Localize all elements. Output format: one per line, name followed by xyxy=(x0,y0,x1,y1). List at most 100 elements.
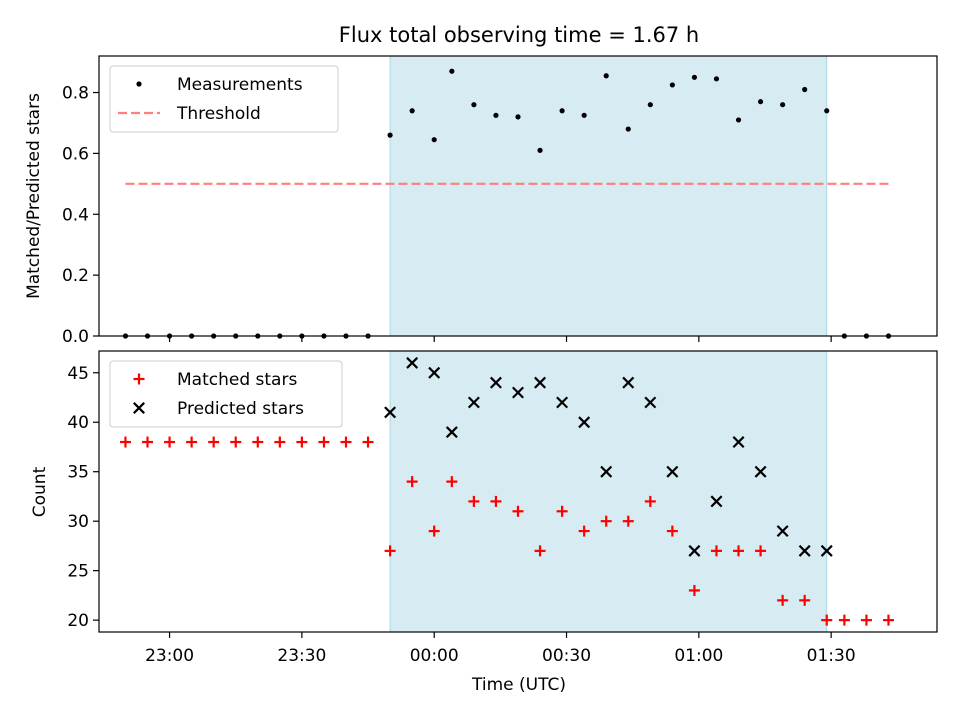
matched-point xyxy=(777,594,789,606)
top-ylabel: Matched/Predicted stars xyxy=(24,93,44,299)
matched-point xyxy=(230,436,242,448)
matched-point xyxy=(318,436,330,448)
figure-title: Flux total observing time = 1.67 h xyxy=(339,23,699,47)
measurement-point xyxy=(757,99,764,105)
x-axis-label: Time (UTC) xyxy=(471,675,566,695)
xtick-label: 00:30 xyxy=(542,646,591,666)
legend-predicted-marker xyxy=(133,402,145,414)
xtick-label: 01:30 xyxy=(807,646,856,666)
measurement-point xyxy=(802,86,808,93)
measurement-point xyxy=(537,147,543,153)
bottom-ytick-label: 20 xyxy=(67,611,89,631)
matched-point xyxy=(274,436,286,448)
xtick-label: 00:00 xyxy=(410,646,459,666)
measurement-point xyxy=(387,132,393,138)
matched-point xyxy=(186,436,198,448)
predicted-point xyxy=(406,356,419,369)
predicted-point xyxy=(556,396,569,409)
legend-plus-glyph xyxy=(133,373,145,385)
top-ytick-label: 0.4 xyxy=(62,205,89,225)
predicted-point xyxy=(428,366,441,379)
measurement-point xyxy=(449,68,455,74)
measurement-point xyxy=(669,82,675,88)
predicted-point xyxy=(710,495,723,508)
matched-point xyxy=(578,525,590,537)
predicted-point xyxy=(732,436,745,449)
predicted-point xyxy=(798,544,811,557)
top-ytick-label: 0.2 xyxy=(62,266,89,286)
matched-point xyxy=(406,476,418,488)
top-ytick-label: 0.6 xyxy=(62,144,89,164)
predicted-point xyxy=(467,396,480,409)
bottom-legend: Matched stars Predicted stars xyxy=(109,360,343,428)
legend-x-glyph xyxy=(133,402,145,414)
top-ytick-label: 0.8 xyxy=(62,84,89,104)
bottom-ytick-label: 45 xyxy=(67,364,89,384)
matched-point xyxy=(838,614,850,626)
matched-point xyxy=(755,545,767,557)
predicted-point xyxy=(820,544,833,557)
measurement-point xyxy=(780,102,786,108)
legend-measurement-marker xyxy=(136,81,142,87)
legend-predicted-label: Predicted stars xyxy=(177,399,304,419)
top-ytick-label: 0.0 xyxy=(62,327,89,347)
matched-point xyxy=(600,515,612,527)
xtick-label: 01:00 xyxy=(674,646,723,666)
matched-point xyxy=(882,614,894,626)
bottom-legend-box xyxy=(109,360,343,428)
predicted-point xyxy=(688,544,701,557)
predicted-point xyxy=(600,465,613,478)
measurement-point xyxy=(515,114,521,120)
bottom-axes-frame xyxy=(98,350,938,633)
matched-point xyxy=(512,505,524,517)
predicted-point xyxy=(445,426,458,439)
matched-point xyxy=(799,594,811,606)
top-legend-box xyxy=(109,65,339,133)
xtick-label: 23:00 xyxy=(145,646,194,666)
measurement-point xyxy=(431,137,437,143)
predicted-point xyxy=(754,465,767,478)
top-shaded-span xyxy=(389,55,828,337)
measurement-point xyxy=(559,108,565,114)
predicted-point xyxy=(534,376,547,389)
legend-matched-marker xyxy=(133,373,145,385)
legend-matched-label: Matched stars xyxy=(177,370,297,390)
matched-point xyxy=(340,436,352,448)
matched-point xyxy=(119,436,131,448)
measurement-point xyxy=(581,112,587,118)
measurement-point xyxy=(471,102,477,108)
bottom-ytick-label: 30 xyxy=(67,512,89,532)
measurement-point xyxy=(824,108,830,114)
predicted-point xyxy=(644,396,657,409)
legend-measurements-label: Measurements xyxy=(177,75,303,95)
predicted-point xyxy=(578,416,591,429)
bottom-ytick-label: 35 xyxy=(67,463,89,483)
matched-point xyxy=(142,436,154,448)
top-axes-frame xyxy=(98,55,938,337)
measurement-point xyxy=(735,117,742,123)
bottom-ylabel: Count xyxy=(30,466,50,517)
predicted-point xyxy=(666,465,679,478)
matched-point xyxy=(468,495,480,507)
measurement-point xyxy=(493,112,499,118)
matched-point xyxy=(208,436,220,448)
matched-point xyxy=(710,545,722,557)
predicted-point xyxy=(512,386,524,399)
legend-threshold-label: Threshold xyxy=(176,104,261,124)
matched-point xyxy=(490,495,502,507)
predicted-point xyxy=(384,406,397,419)
matched-point xyxy=(733,545,745,557)
matched-point xyxy=(164,436,176,448)
matched-point xyxy=(821,614,833,626)
matched-point xyxy=(534,545,546,557)
matched-point xyxy=(666,525,678,537)
matched-point xyxy=(446,476,458,488)
bottom-ytick-label: 25 xyxy=(67,562,89,582)
matched-point xyxy=(622,515,634,527)
measurement-point xyxy=(603,73,609,79)
xtick-label: 23:30 xyxy=(277,646,326,666)
matched-point xyxy=(860,614,872,626)
matched-point xyxy=(644,495,656,507)
matched-point xyxy=(362,436,374,448)
